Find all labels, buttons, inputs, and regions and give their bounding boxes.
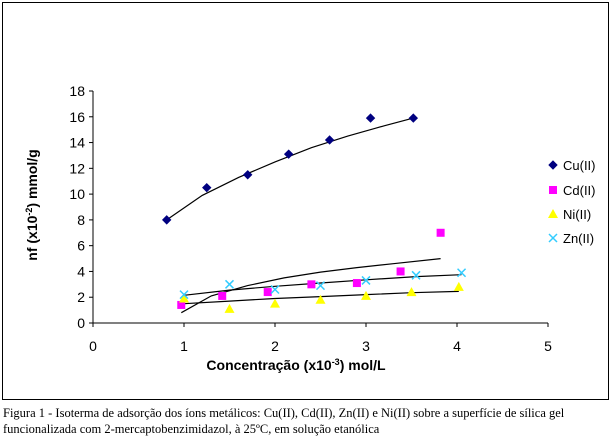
legend-label: Ni(II)	[563, 207, 591, 222]
data-point-diamond	[202, 182, 212, 193]
data-point-triangle	[224, 303, 235, 313]
y-tick-label: 12	[69, 160, 85, 176]
x-tick-label: 4	[453, 338, 461, 354]
data-point-square	[307, 280, 316, 289]
trendline	[183, 274, 462, 296]
y-tick-label: 16	[69, 109, 85, 125]
data-point-cross	[361, 275, 371, 285]
x-tick-label: 0	[89, 338, 97, 354]
data-point-triangle	[179, 293, 189, 303]
x-tick-label: 2	[271, 338, 279, 354]
legend-label: Cu(II)	[563, 158, 596, 173]
data-point-triangle	[406, 287, 417, 297]
data-point-cross	[411, 270, 421, 280]
y-tick-label: 0	[77, 315, 85, 331]
x-tick-label: 5	[544, 338, 552, 354]
data-point-triangle	[361, 290, 371, 300]
y-tick-label: 6	[77, 238, 85, 254]
y-tick-label: 8	[77, 212, 85, 228]
data-points	[162, 113, 467, 313]
legend-label: Cd(II)	[563, 183, 596, 198]
data-point-triangle	[315, 294, 326, 304]
data-point-triangle	[453, 281, 464, 291]
legend-label: Zn(II)	[563, 231, 594, 246]
figure-frame	[2, 2, 609, 400]
data-point-cross	[224, 279, 235, 289]
legend-diamond-icon	[548, 160, 558, 170]
x-axis-title: Concentração (x10-3) mol/L	[206, 357, 386, 373]
data-point-diamond	[408, 113, 419, 123]
y-tick-label: 4	[77, 263, 85, 279]
data-point-square	[177, 300, 186, 309]
data-point-diamond	[162, 215, 172, 225]
figure-caption: Figura 1 - Isoterma de adsorção dos íons…	[3, 406, 565, 436]
data-point-square	[218, 291, 227, 300]
legend: Cu(II) Cd(II) Ni(II) Zn(II)	[548, 158, 596, 246]
legend-triangle-icon	[548, 209, 558, 218]
trendline	[181, 258, 441, 314]
x-tick-label: 1	[180, 338, 188, 354]
data-point-cross	[457, 268, 467, 278]
legend-square-icon	[549, 186, 557, 194]
data-point-square	[263, 288, 272, 297]
data-point-diamond	[365, 113, 376, 123]
data-point-cross	[179, 290, 189, 300]
data-point-square	[436, 228, 445, 237]
data-point-square	[352, 279, 361, 288]
data-point-cross	[270, 284, 280, 295]
y-tick-label: 2	[77, 289, 85, 305]
data-point-diamond	[324, 135, 335, 145]
x-tick-label: 3	[362, 338, 370, 354]
data-point-diamond	[242, 170, 253, 180]
data-point-cross	[315, 281, 326, 291]
y-tick-label: 10	[69, 186, 85, 202]
trendline	[166, 117, 414, 221]
y-axis-title: nf (x10-2) mmol/g	[24, 149, 40, 260]
data-point-diamond	[283, 149, 294, 159]
y-tick-label: 18	[69, 83, 85, 99]
legend-cross-icon	[548, 233, 558, 243]
data-point-triangle	[270, 298, 280, 308]
data-point-square	[396, 267, 405, 276]
y-tick-label: 14	[69, 135, 85, 151]
